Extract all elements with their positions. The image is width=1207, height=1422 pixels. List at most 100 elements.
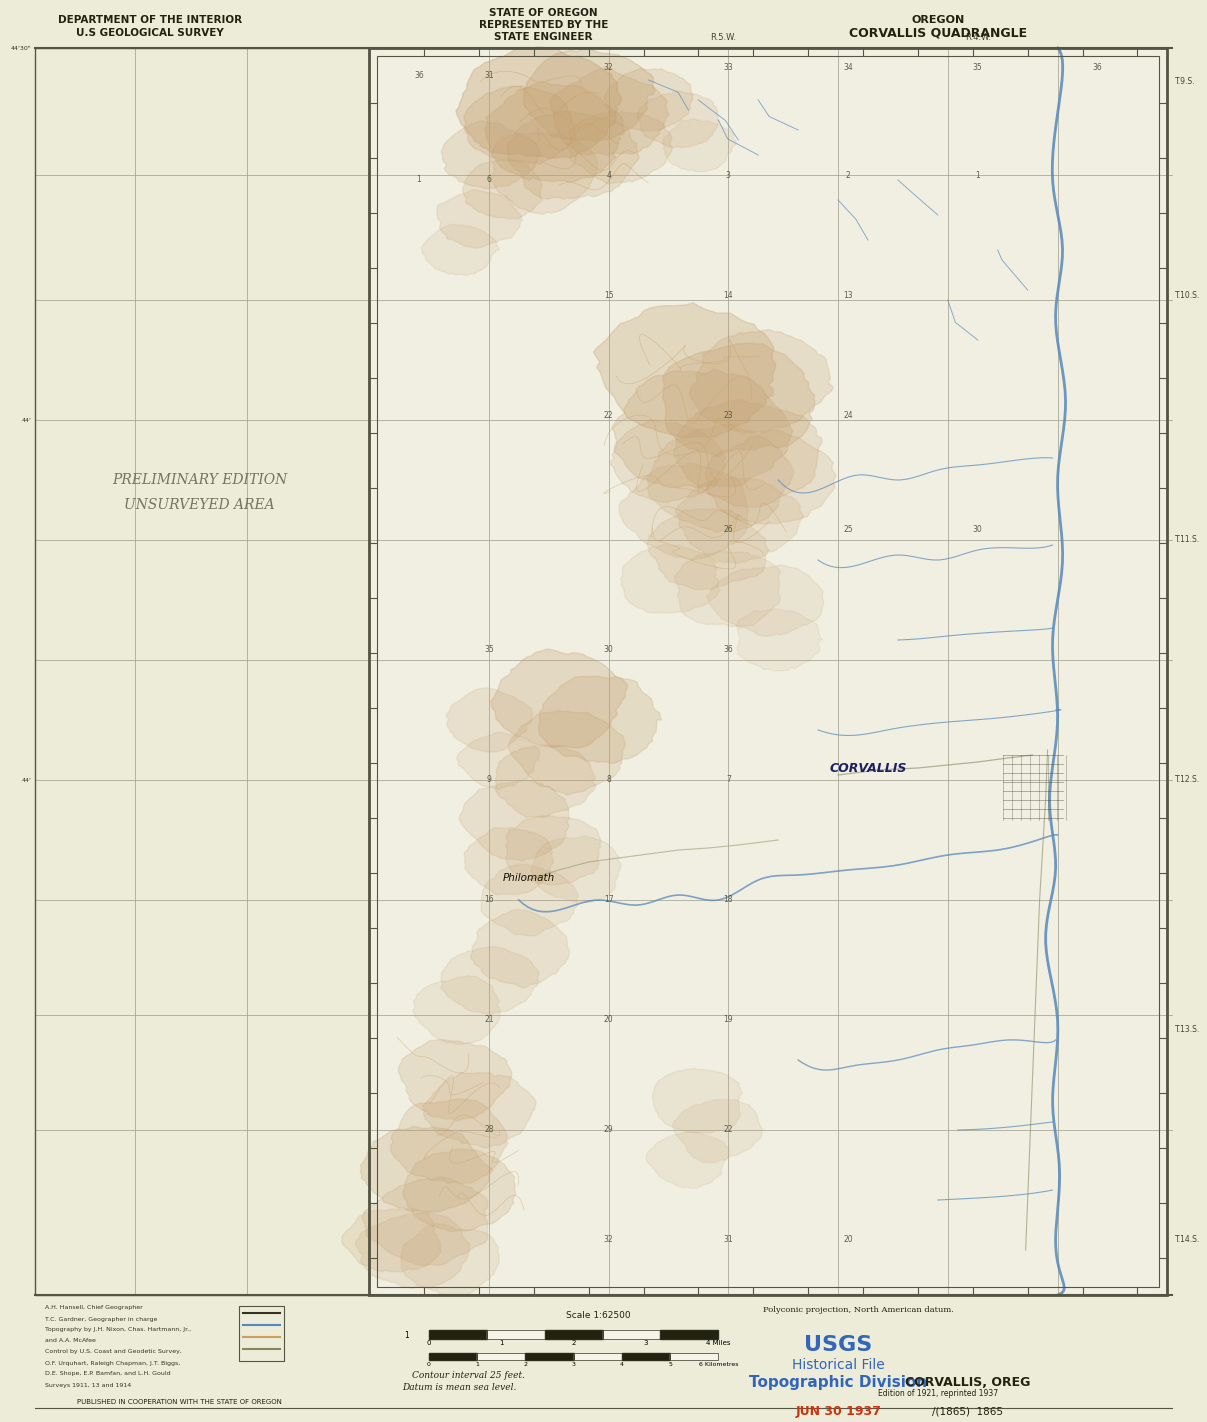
Text: 4: 4	[620, 1361, 624, 1367]
Polygon shape	[398, 1039, 512, 1121]
Bar	[477, 1352, 525, 1359]
Text: 29: 29	[604, 1125, 613, 1135]
Text: and A.A. McAfee: and A.A. McAfee	[45, 1338, 95, 1344]
Polygon shape	[706, 566, 824, 636]
Text: 17: 17	[604, 896, 613, 904]
Text: 2: 2	[524, 1361, 527, 1367]
Polygon shape	[459, 779, 570, 860]
Bar	[602, 1330, 660, 1340]
Text: 8: 8	[606, 775, 611, 785]
Text: R.D.W.: R.D.W.	[984, 1305, 1011, 1314]
Text: 1: 1	[500, 1340, 503, 1347]
Polygon shape	[550, 68, 669, 155]
Text: Historical File: Historical File	[792, 1358, 885, 1372]
Polygon shape	[496, 745, 596, 818]
Text: 28: 28	[484, 1125, 494, 1135]
Text: Contour interval 25 feet.: Contour interval 25 feet.	[413, 1371, 525, 1379]
Polygon shape	[663, 343, 815, 456]
Text: T.12.S.: T.12.S.	[1176, 775, 1201, 785]
Bar	[428, 1352, 477, 1359]
Text: T.11.S.: T.11.S.	[1176, 536, 1201, 545]
Polygon shape	[356, 1212, 470, 1288]
Text: 23: 23	[723, 411, 733, 419]
Text: D.E. Shope, E.P. Bamfan, and L.H. Gould: D.E. Shope, E.P. Bamfan, and L.H. Gould	[45, 1371, 170, 1376]
Text: STATE ENGINEER: STATE ENGINEER	[495, 33, 593, 43]
Text: 30: 30	[973, 526, 982, 535]
Text: R.8.W.: R.8.W.	[436, 1305, 462, 1314]
Polygon shape	[447, 688, 533, 752]
Polygon shape	[471, 910, 570, 988]
Text: T.9.S.: T.9.S.	[1176, 78, 1196, 87]
Text: 30: 30	[604, 646, 613, 654]
Text: 0: 0	[427, 1340, 431, 1347]
Text: 19: 19	[723, 1015, 733, 1024]
Bar	[622, 1352, 670, 1359]
Bar	[573, 1352, 622, 1359]
Text: 2: 2	[846, 171, 851, 179]
Text: 1: 1	[416, 175, 421, 185]
Polygon shape	[482, 865, 578, 936]
Text: 34: 34	[844, 64, 853, 73]
Text: 3: 3	[725, 171, 730, 179]
Text: PRELIMINARY EDITION: PRELIMINARY EDITION	[112, 474, 287, 486]
Polygon shape	[524, 48, 655, 142]
Polygon shape	[491, 648, 628, 748]
Text: 9: 9	[486, 775, 491, 785]
Text: Polyconic projection, North American datum.: Polyconic projection, North American dat…	[763, 1305, 954, 1314]
Bar	[544, 1330, 602, 1340]
Text: Topography by J.H. Nixon, Chas. Hartmann, Jr.,: Topography by J.H. Nixon, Chas. Hartmann…	[45, 1328, 191, 1332]
Bar	[428, 1330, 486, 1340]
Bar	[477, 1352, 525, 1359]
Polygon shape	[437, 189, 523, 249]
Text: 32: 32	[604, 1236, 613, 1244]
Bar	[369, 48, 1167, 1295]
Text: 1: 1	[404, 1331, 409, 1340]
Polygon shape	[675, 478, 804, 563]
Polygon shape	[422, 1072, 536, 1148]
Polygon shape	[674, 400, 822, 508]
Text: T.13.S.: T.13.S.	[1176, 1025, 1201, 1034]
Polygon shape	[653, 1068, 742, 1133]
Text: 4: 4	[606, 171, 611, 179]
Bar	[525, 1352, 573, 1359]
Text: 22: 22	[723, 1125, 733, 1135]
Text: O.F. Urquhart, Raleigh Chapman, J.T. Biggs,: O.F. Urquhart, Raleigh Chapman, J.T. Big…	[45, 1361, 180, 1365]
Bar	[0, 0, 369, 1422]
Text: 15: 15	[604, 290, 613, 300]
Bar	[622, 1352, 670, 1359]
Polygon shape	[403, 1149, 515, 1231]
Bar	[377, 55, 1160, 1287]
Text: A.H. Hansell, Chief Geographer: A.H. Hansell, Chief Geographer	[45, 1305, 142, 1311]
Bar	[544, 1330, 602, 1340]
Polygon shape	[391, 1099, 508, 1185]
Text: 6 Kilometres: 6 Kilometres	[699, 1361, 739, 1367]
Text: 35: 35	[973, 64, 982, 73]
Polygon shape	[647, 509, 769, 590]
Text: 33: 33	[723, 64, 733, 73]
Text: Edition of 1921, reprinted 1937: Edition of 1921, reprinted 1937	[877, 1389, 998, 1398]
Text: Datum is mean sea level.: Datum is mean sea level.	[402, 1382, 517, 1392]
Polygon shape	[620, 545, 719, 613]
Polygon shape	[736, 609, 822, 671]
Bar	[525, 1352, 573, 1359]
Polygon shape	[413, 975, 500, 1045]
Text: R.4.W.: R.4.W.	[964, 34, 991, 43]
Bar	[486, 1330, 544, 1340]
Text: R.5.W.: R.5.W.	[711, 34, 736, 43]
Text: 32: 32	[604, 64, 613, 73]
Polygon shape	[508, 711, 625, 795]
Polygon shape	[663, 119, 736, 172]
Polygon shape	[706, 429, 836, 523]
Text: 36: 36	[723, 646, 733, 654]
Polygon shape	[612, 368, 793, 488]
Polygon shape	[619, 464, 748, 560]
Text: 44': 44'	[22, 418, 31, 422]
Text: 20: 20	[844, 1236, 853, 1244]
Polygon shape	[647, 425, 794, 532]
Text: Control by U.S. Coast and Geodetic Survey,: Control by U.S. Coast and Geodetic Surve…	[45, 1349, 182, 1355]
Text: OREGON: OREGON	[911, 16, 964, 26]
Text: REPRESENTED BY THE: REPRESENTED BY THE	[479, 20, 608, 30]
Text: USGS: USGS	[804, 1335, 873, 1355]
Text: 21: 21	[484, 1015, 494, 1024]
Text: CORVALLIS: CORVALLIS	[829, 762, 906, 775]
